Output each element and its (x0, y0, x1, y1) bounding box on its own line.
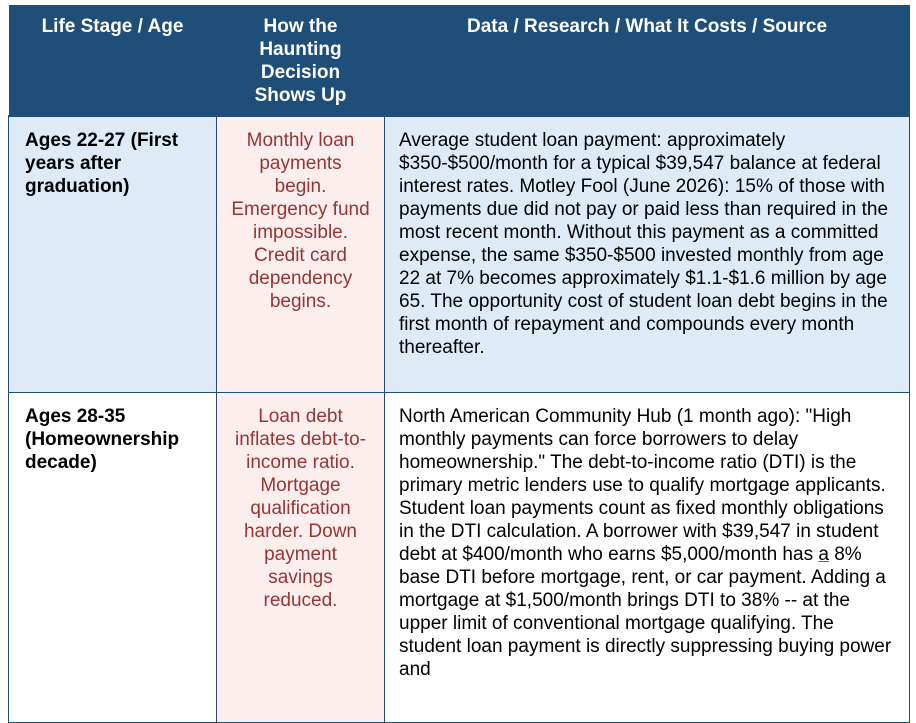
data-source-cell: North American Community Hub (1 month ag… (384, 392, 910, 723)
data-source-cell: Average student loan payment: approximat… (384, 116, 910, 393)
haunting-decision-cell: Loan debt inflates debt-to-income ratio.… (216, 392, 385, 723)
source-text-part: North American Community Hub (1 month ag… (399, 405, 886, 565)
research-table: Life Stage / Age How the Haunting Decisi… (8, 5, 910, 723)
underlined-word: a (818, 543, 829, 565)
header-data-source: Data / Research / What It Costs / Source (384, 5, 910, 117)
life-stage-cell: Ages 28-35 (Homeownership decade) (8, 392, 217, 723)
header-life-stage: Life Stage / Age (8, 5, 217, 117)
table-row: Ages 22-27 (First years after graduation… (8, 116, 910, 393)
haunting-decision-cell: Monthly loan payments begin. Emergency f… (216, 116, 385, 393)
life-stage-cell: Ages 22-27 (First years after graduation… (8, 116, 217, 393)
table-row: Ages 28-35 (Homeownership decade) Loan d… (8, 392, 910, 723)
source-text-part: 8% base DTI before mortgage, rent, or ca… (399, 543, 892, 680)
header-haunting-decision: How the Haunting Decision Shows Up (216, 5, 385, 117)
header-row: Life Stage / Age How the Haunting Decisi… (8, 5, 910, 117)
